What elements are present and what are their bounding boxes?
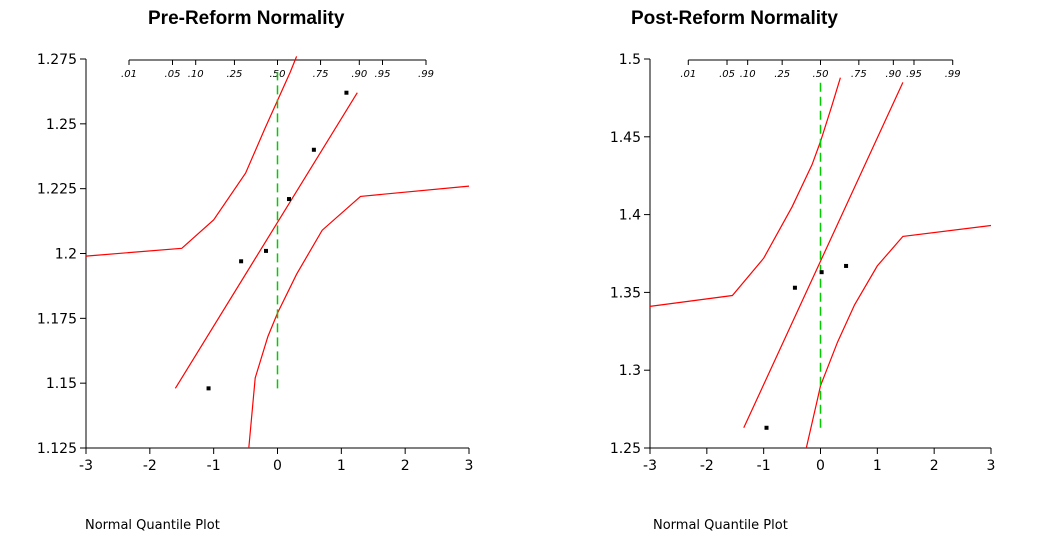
x-tick-label: 0 [816, 458, 825, 474]
probability-tick-label: .95 [375, 69, 391, 80]
x-tick-label: -2 [700, 458, 714, 474]
post-reform-quantile-plot: -3 -2 -1 0 1 2 3 1.25 1.3 1.35 1.4 1.45 1.5 .01 .05 .10… [610, 52, 996, 474]
data-point [819, 270, 824, 275]
pre-reform-quantile-plot: -3 -2 -1 0 1 2 3 1.125 1.15 1.175 1.2 1.225 1.25 1.27… [37, 52, 474, 474]
probability-tick-label: .10 [188, 69, 204, 80]
data-point [792, 285, 797, 290]
probability-tick-label: .90 [885, 69, 901, 80]
probability-tick-label: .90 [351, 69, 367, 80]
y-tick-label: 1.15 [46, 376, 77, 392]
probability-tick-label: .50 [813, 69, 829, 80]
x-tick-label: -3 [643, 458, 657, 474]
lower-confidence-band [248, 185, 470, 449]
y-tick-label: 1.275 [37, 52, 77, 68]
x-tick-label: -2 [143, 458, 157, 474]
x-tick-label: -1 [757, 458, 771, 474]
data-point [311, 147, 316, 152]
y-tick-label: 1.3 [619, 363, 641, 379]
data-point [206, 386, 211, 391]
y-tick-label: 1.4 [619, 208, 641, 224]
chart-title: Post-Reform Normality [631, 8, 838, 29]
data-point [239, 259, 244, 264]
y-tick-label: 1.225 [37, 182, 77, 198]
data-point [844, 263, 849, 268]
probability-tick-label: .95 [906, 69, 922, 80]
x-tick-label: 3 [987, 458, 996, 474]
probability-tick-label: .05 [165, 69, 181, 80]
data-point [286, 197, 291, 202]
x-axis-label: Normal Quantile Plot [653, 518, 788, 533]
x-tick-label: -1 [207, 458, 221, 474]
x-tick-label: 2 [930, 458, 939, 474]
data-point [344, 90, 349, 95]
upper-confidence-band [649, 77, 841, 307]
x-tick-label: 1 [873, 458, 882, 474]
upper-confidence-band [85, 56, 298, 257]
probability-tick-label: .99 [418, 69, 434, 80]
x-tick-label: 1 [337, 458, 346, 474]
y-tick-label: 1.2 [55, 247, 77, 263]
x-tick-label: 3 [465, 458, 474, 474]
y-tick-label: 1.25 [610, 441, 641, 457]
y-tick-label: 1.25 [46, 117, 77, 133]
y-tick-label: 1.125 [37, 441, 77, 457]
lower-confidence-band [805, 224, 992, 449]
probability-tick-label: .25 [226, 69, 242, 80]
x-tick-label: 2 [401, 458, 410, 474]
probability-tick-label: .25 [774, 69, 790, 80]
reference-line [174, 92, 358, 389]
probability-tick-label: .01 [121, 69, 137, 80]
probability-tick-label: .05 [719, 69, 735, 80]
y-tick-label: 1.35 [610, 285, 641, 301]
probability-tick-label: .75 [851, 69, 867, 80]
probability-tick-label: .75 [313, 69, 329, 80]
probability-tick-label: .99 [945, 69, 961, 80]
y-tick-label: 1.45 [610, 130, 641, 146]
post-reform-chart-panel: Post-Reform Normality -3 -2 -1 0 1 2 3 1.25 1.3 1… [522, 0, 1044, 548]
data-point [264, 248, 269, 253]
data-point [764, 425, 769, 430]
probability-tick-label: .10 [740, 69, 756, 80]
chart-title: Pre-Reform Normality [148, 8, 345, 29]
pre-reform-chart-panel: Pre-Reform Normality -3 -2 -1 0 1 2 3 1.125 1.15… [37, 8, 474, 533]
x-axis-label: Normal Quantile Plot [85, 518, 220, 533]
y-tick-label: 1.175 [37, 311, 77, 327]
reference-line [743, 82, 904, 429]
x-tick-label: 0 [273, 458, 282, 474]
x-tick-label: -3 [79, 458, 93, 474]
probability-tick-label: .01 [680, 69, 696, 80]
y-tick-label: 1.5 [619, 52, 641, 68]
